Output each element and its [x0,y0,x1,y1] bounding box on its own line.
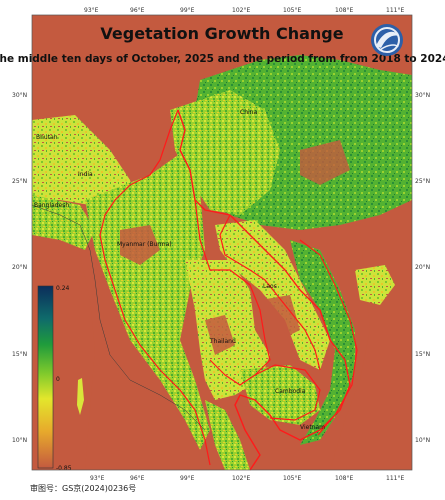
lon-tick-102: 102°E [232,7,250,14]
lat-tick-right-15: 15°N [415,351,430,358]
colorbar-max: 0.24 [56,285,70,292]
agency-logo [371,24,403,56]
vegetation-myanmar [85,150,210,450]
vegetation-china-yunnan [170,90,280,215]
label-vietnam: Vietnam [300,424,325,431]
lon-tick-105: 105°E [283,7,301,14]
label-bangladesh: Bangladesh [34,202,69,209]
myanmar-border [99,109,211,466]
coastline [31,204,206,431]
lon-tick-bottom-102: 102°E [232,475,250,482]
cambodia-border [254,364,321,421]
colorbar-gradient [37,285,54,469]
colorbar-min: -0.85 [56,465,72,472]
andaman-islands [77,378,84,415]
lat-tick-right-10: 10°N [415,437,430,444]
region-border [177,109,351,471]
lon-tick-bottom-105: 105°E [283,475,301,482]
brown-patch-1 [120,225,160,265]
lon-tick-bottom-108: 108°E [335,475,353,482]
lat-tick-10: 10°N [12,437,27,444]
lon-tick-bottom-96: 96°E [130,475,145,482]
country-labels: Bhutan India Bangladesh China Myanmar (B… [34,109,325,431]
lat-ticks-left: 30°N 25°N 20°N 15°N 10°N [12,92,27,444]
vegetation-bangladesh [32,195,95,250]
label-cambodia: Cambodia [275,388,306,395]
lon-tick-99: 99°E [180,7,195,14]
lat-tick-right-20: 20°N [415,264,430,271]
lat-tick-25: 25°N [12,178,27,185]
lon-tick-96: 96°E [130,7,145,14]
brown-patch-2 [260,295,300,340]
south-china-sea [330,230,412,470]
lat-tick-right-30: 30°N [415,92,430,99]
vietnam-coast [299,239,358,436]
map-plot-area [31,15,412,471]
thailand-border [194,199,271,386]
colorbar: 0.24 0 -0.85 [37,285,72,472]
brown-patch-4 [300,140,350,185]
label-thailand: Thailand [209,338,236,345]
map-subtitle: the middle ten days of October, 2025 and… [0,53,445,65]
vegetation-laos [215,220,330,370]
lon-tick-108: 108°E [335,7,353,14]
vegetation-hainan [355,265,395,305]
lon-tick-111: 111°E [386,7,404,14]
brown-patch-3 [205,315,235,355]
vegetation-malay [205,400,250,470]
lon-ticks-top: 93°E 96°E 99°E 102°E 105°E 108°E 111°E [84,7,404,14]
lon-tick-bottom-93: 93°E [90,475,105,482]
vegetation-cambodia [240,365,320,425]
label-myanmar: Myanmar (Burma) [117,241,172,248]
lon-tick-93: 93°E [84,7,99,14]
map-border [31,14,413,471]
laos-border [219,214,321,371]
map-title: Vegetation Growth Change [100,24,343,43]
label-india: India [78,171,93,178]
map-approval-number: 审图号：GS京(2024)0236号 [30,484,137,493]
vegetation-vietnam [290,240,355,445]
lon-tick-bottom-111: 111°E [386,475,404,482]
lon-ticks-bottom: 93°E 96°E 99°E 102°E 105°E 108°E 111°E [90,475,404,482]
label-bhutan: Bhutan [36,134,58,141]
lat-ticks-right: 30°N 25°N 20°N 15°N 10°N [415,92,430,444]
lat-tick-30: 30°N [12,92,27,99]
lon-tick-bottom-99: 99°E [180,475,195,482]
colorbar-mid: 0 [56,376,60,383]
lat-tick-right-25: 25°N [415,178,430,185]
label-laos: Laos [263,283,277,290]
label-china: China [240,109,257,116]
lat-tick-20: 20°N [12,264,27,271]
lat-tick-15: 15°N [12,351,27,358]
